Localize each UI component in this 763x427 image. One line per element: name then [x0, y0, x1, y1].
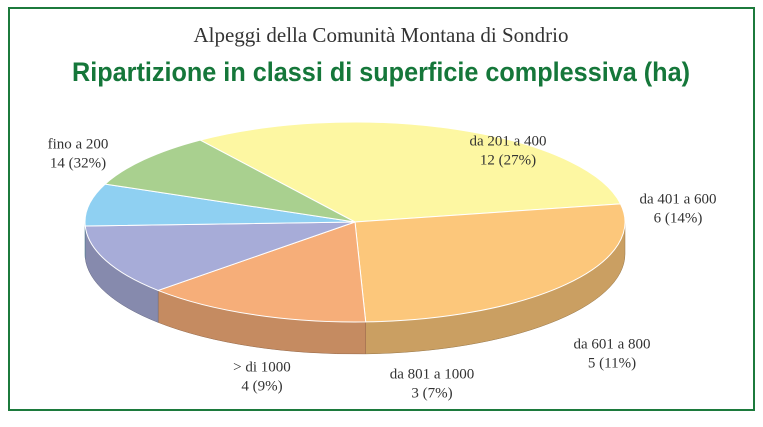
slice: [84, 221, 356, 291]
data-label: 4 (9%): [241, 378, 282, 394]
data-label: 3 (7%): [411, 385, 452, 401]
data-label-category: da 601 a 800: [573, 336, 650, 352]
data-label: 6 (14%): [654, 210, 703, 226]
data-label: 14 (32%): [50, 155, 106, 171]
data-label-category: da 801 a 1000: [390, 366, 475, 382]
data-label-category: da 401 a 600: [639, 191, 716, 207]
slice: [104, 139, 356, 223]
chart-subtitle: Ripartizione in classi di superficie com…: [72, 57, 690, 87]
slice: [198, 121, 622, 223]
slice: [156, 221, 367, 323]
data-label-category: fino a 200: [48, 136, 109, 152]
data-label: 5 (11%): [588, 355, 636, 371]
slice: [84, 183, 356, 227]
data-label-category: da 201 a 400: [469, 133, 546, 149]
slice: [354, 203, 626, 323]
data-label-category: > di 1000: [233, 359, 291, 375]
chart-title: Alpeggi della Comunità Montana di Sondri…: [193, 23, 568, 47]
data-label: 12 (27%): [480, 152, 536, 168]
